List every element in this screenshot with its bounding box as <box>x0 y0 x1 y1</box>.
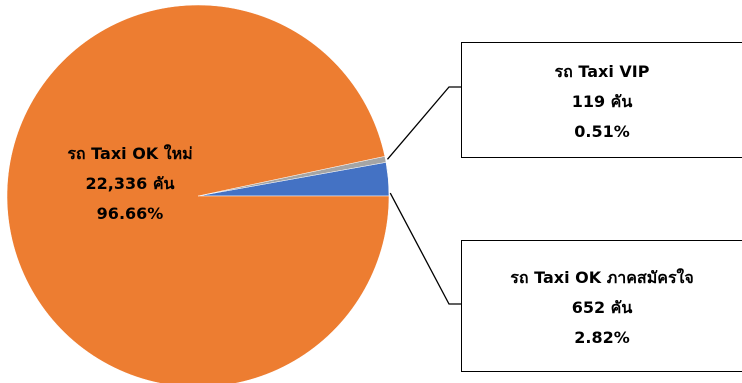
slice-count-taxi-vip: 119 คัน <box>571 92 633 111</box>
slice-name-taxi-ok-new: รถ Taxi OK ใหม่ <box>67 144 193 163</box>
callout-box-taxi-vip: รถ Taxi VIP 119 คัน 0.51% <box>461 42 742 158</box>
slice-count-taxi-ok-new: 22,336 คัน <box>85 174 175 193</box>
slice-name-taxi-vip: รถ Taxi VIP <box>554 62 650 81</box>
leader-line-taxi-ok-volunteer <box>389 192 461 305</box>
slice-percent-taxi-ok-new: 96.66% <box>96 204 164 223</box>
slice-taxi-ok-new <box>6 4 390 383</box>
slice-label-taxi-ok-new: รถ Taxi OK ใหม่ 22,336 คัน 96.66% <box>30 139 230 229</box>
slice-count-taxi-ok-volunteer: 652 คัน <box>571 298 633 317</box>
slice-percent-taxi-vip: 0.51% <box>574 122 630 141</box>
callout-box-taxi-ok-volunteer: รถ Taxi OK ภาคสมัครใจ 652 คัน 2.82% <box>461 240 742 372</box>
leader-line-taxi-vip <box>386 86 461 160</box>
slice-percent-taxi-ok-volunteer: 2.82% <box>574 328 630 347</box>
slice-name-taxi-ok-volunteer: รถ Taxi OK ภาคสมัครใจ <box>510 268 694 287</box>
